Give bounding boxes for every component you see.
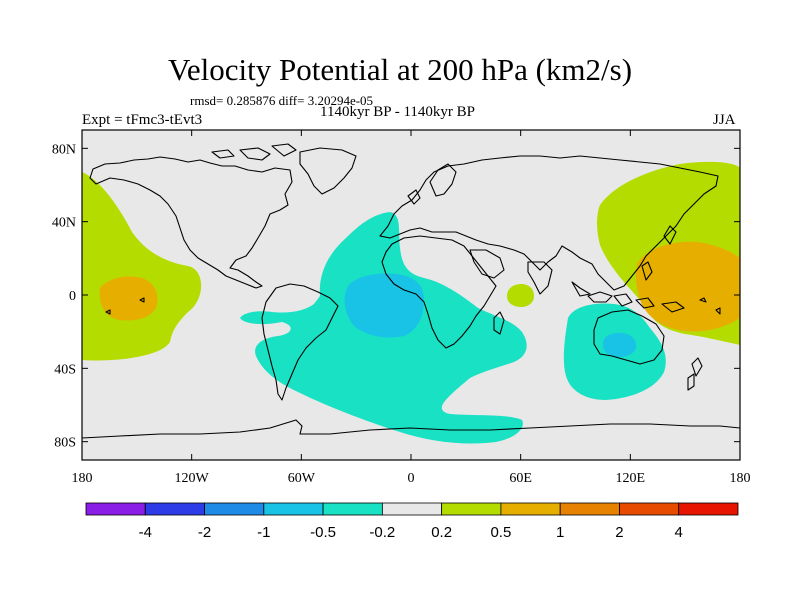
experiment-label: Expt = tFmc3-tEvt3 xyxy=(82,112,203,128)
y-tick-label: 0 xyxy=(69,289,76,304)
y-tick-label: 40N xyxy=(52,216,76,231)
stats-line: rmsd= 0.285876 diff= 3.20294e-05 xyxy=(190,93,374,108)
contour-orange-east-pacific xyxy=(99,276,158,321)
colorbar: -4 -2 -1 -0.5 -0.2 0.2 0.5 1 2 4 xyxy=(85,502,739,541)
coastline-arctic-islands xyxy=(211,143,297,161)
colorbar-swatch xyxy=(144,502,205,516)
colorbar-swatch xyxy=(85,502,146,516)
x-tick-label: 180 xyxy=(730,471,751,486)
coastline-madagascar xyxy=(493,311,505,335)
colorbar-swatch xyxy=(678,502,739,516)
colorbar-swatch xyxy=(381,502,443,516)
colorbar-label: -2 xyxy=(198,524,211,541)
coastline-greenland xyxy=(299,147,357,195)
coastline-antarctica xyxy=(82,419,740,439)
coastline-pacific-islands xyxy=(105,297,721,315)
colorbar-swatch xyxy=(619,502,680,516)
x-tick-label: 0 xyxy=(408,471,415,486)
coastline-eurasia xyxy=(379,155,719,291)
colorbar-swatch xyxy=(500,502,561,516)
colorbar-label: 4 xyxy=(675,524,683,541)
x-tick-label: 120W xyxy=(175,471,210,486)
coastline-scandinavia xyxy=(407,163,457,205)
map-title: Velocity Potential at 200 hPa (km2/s) xyxy=(167,52,633,87)
map-field xyxy=(82,130,740,460)
contour-orange-west-pacific xyxy=(635,241,740,332)
coastline-new-zealand xyxy=(687,357,703,391)
colorbar-swatch xyxy=(441,502,502,516)
colorbar-label: -0.5 xyxy=(310,524,336,541)
coastlines xyxy=(82,143,740,439)
x-tick-label: 60W xyxy=(288,471,316,486)
coastline-australia xyxy=(593,309,665,365)
coastline-north-america xyxy=(89,156,293,289)
colorbar-label: 0.5 xyxy=(490,524,511,541)
y-axis-ticks: 80N 40N 0 40S 80S xyxy=(52,142,740,451)
x-axis-ticks: 180 120W 60W 0 60E 120E 180 xyxy=(72,130,751,486)
x-tick-label: 60E xyxy=(509,471,532,486)
contour-light-blue-australia xyxy=(602,332,637,358)
colorbar-label: -4 xyxy=(139,524,152,541)
y-tick-label: 80N xyxy=(52,142,76,157)
colorbar-swatch xyxy=(322,502,383,516)
season-label: JJA xyxy=(713,112,736,128)
colorbar-swatch xyxy=(559,502,620,516)
contour-positive-indian-ocean-blob xyxy=(507,284,534,307)
x-tick-label: 120E xyxy=(616,471,646,486)
colorbar-label: 0.2 xyxy=(431,524,452,541)
colorbar-label: -0.2 xyxy=(369,524,395,541)
x-tick-label: 180 xyxy=(72,471,93,486)
coastline-maritime-continent xyxy=(571,281,685,313)
coastline-japan-philippines xyxy=(641,225,677,281)
colorbar-label: -1 xyxy=(257,524,270,541)
colorbar-swatch xyxy=(263,502,324,516)
y-tick-label: 40S xyxy=(54,362,76,377)
coastline-arabia-india xyxy=(469,249,553,295)
colorbar-label: 1 xyxy=(556,524,564,541)
y-tick-label: 80S xyxy=(54,436,76,451)
colorbar-swatch xyxy=(204,502,265,516)
coastline-africa xyxy=(381,235,497,349)
contour-light-blue-south-atlantic xyxy=(344,273,424,338)
period-label: 1140kyr BP - 1140kyr BP xyxy=(320,104,476,120)
coastline-south-america xyxy=(261,283,339,401)
colorbar-label: 2 xyxy=(615,524,623,541)
